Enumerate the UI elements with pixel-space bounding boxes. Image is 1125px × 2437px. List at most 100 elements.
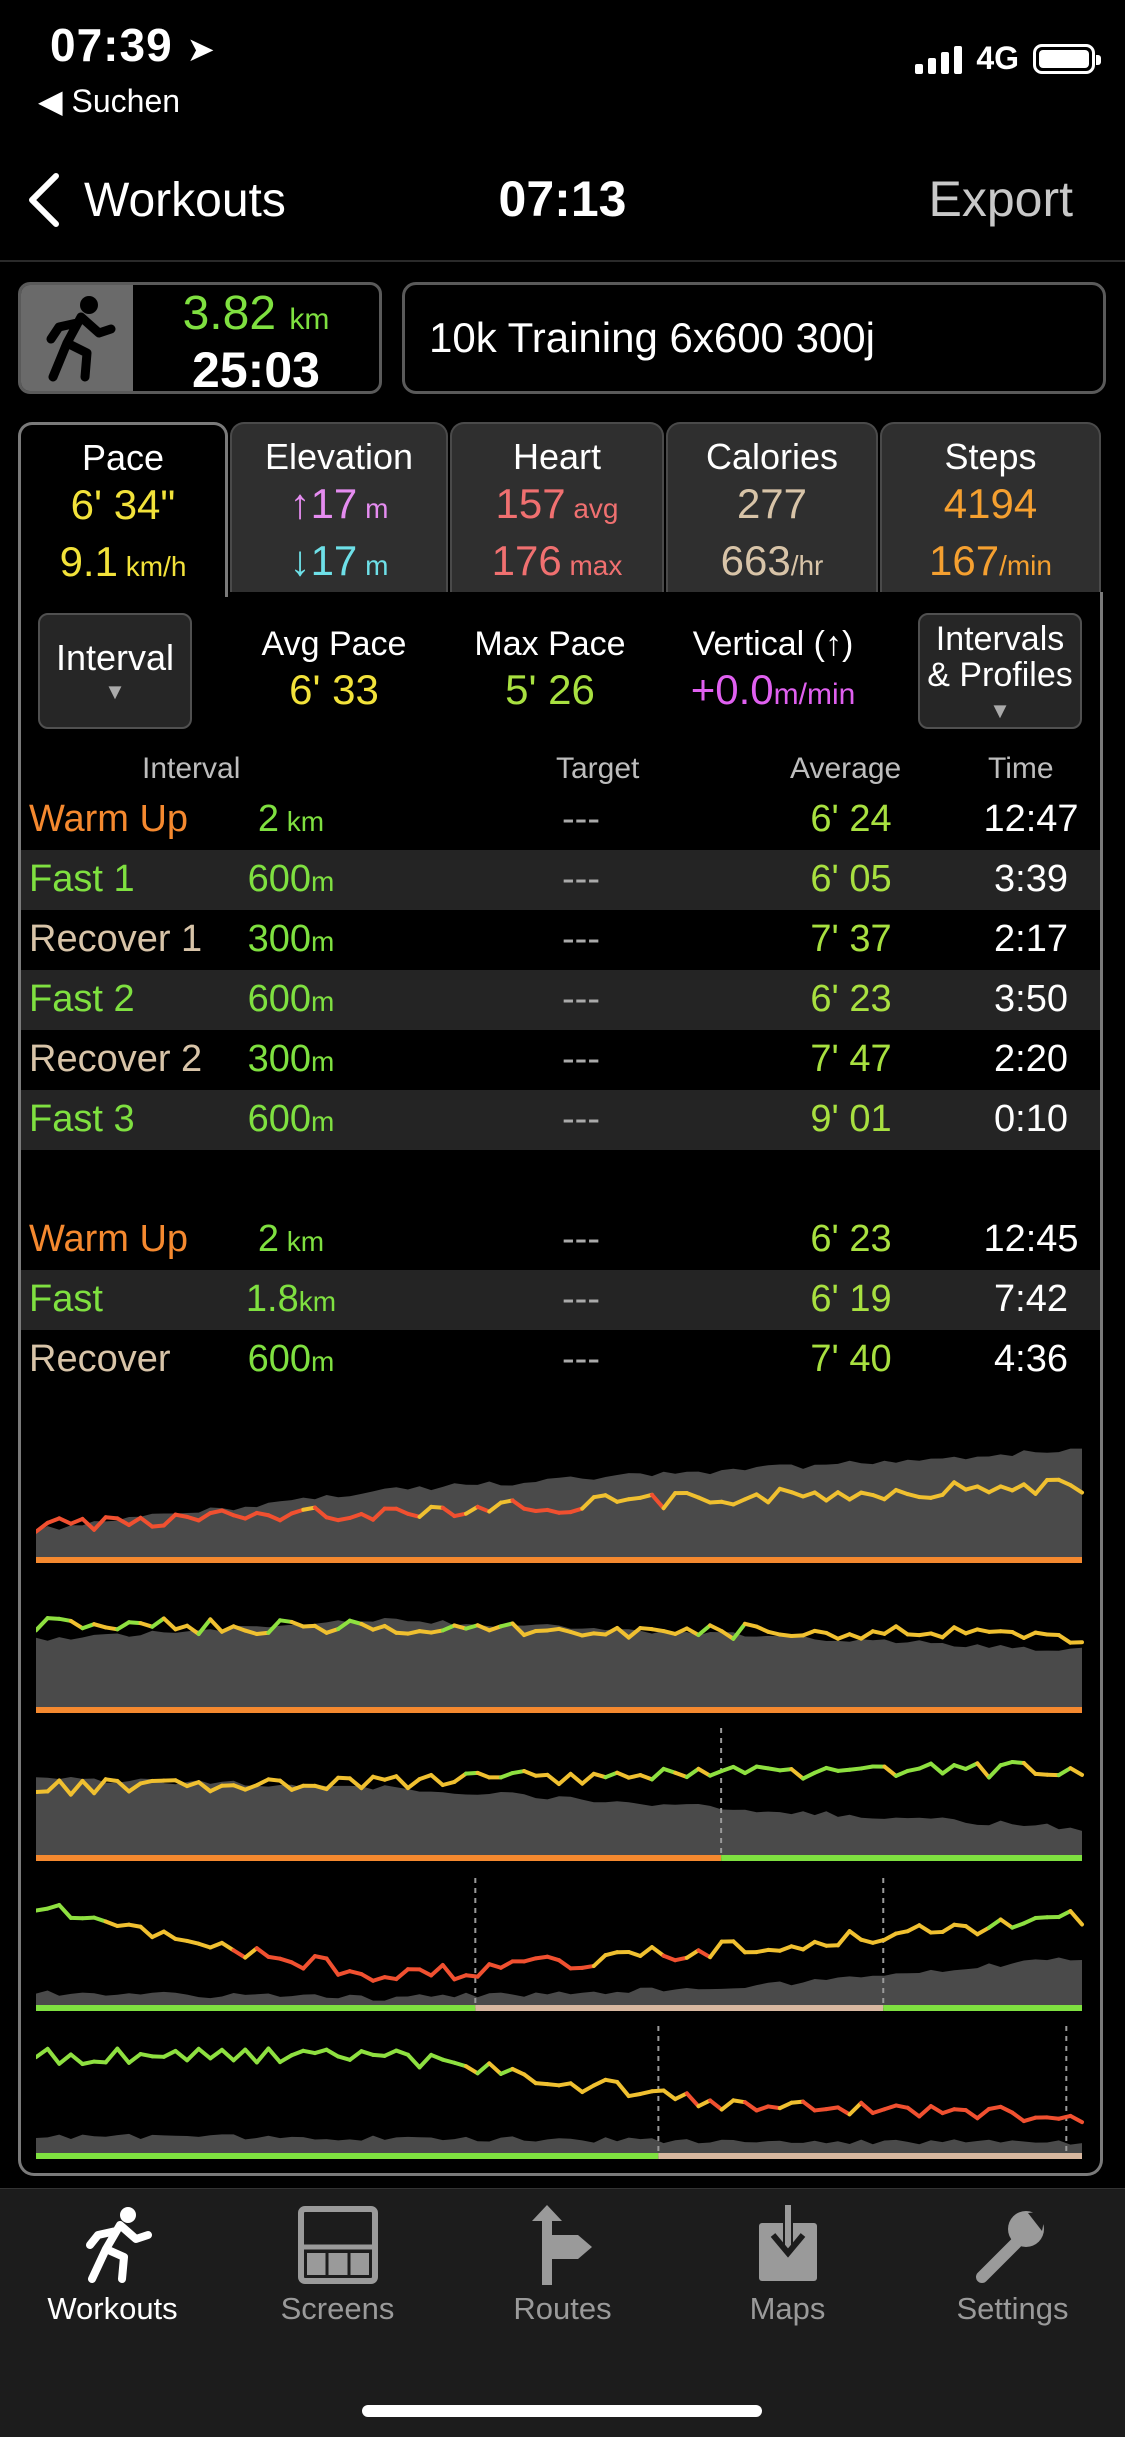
profiles-label-line2: & Profiles [920,657,1080,693]
pace-line-segment [71,2054,83,2063]
pace-line-segment [48,2049,60,2064]
workout-charts[interactable] [36,1430,1088,2165]
tab-steps[interactable]: Steps 4194 167/min [880,422,1101,592]
row-distance: 600m [171,1338,411,1381]
tabbar-label: Maps [750,2291,826,2326]
pace-line-segment [350,2051,362,2060]
pace-line-segment [698,1769,710,1776]
tab-value-primary: 4194 [882,478,1099,535]
pace-line-segment [59,2054,71,2063]
pace-line-segment [861,2103,873,2113]
pace-line-segment [745,2102,757,2110]
activity-type-button[interactable] [21,285,133,391]
tab-heart[interactable]: Heart 157 avg 176 max [450,422,664,592]
tab-value-primary: 157 avg [452,478,662,535]
pace-line-segment [803,1942,815,1950]
pace-line-segment [571,1774,583,1784]
row-name: Warm Up [29,1218,188,1261]
pace-line-segment [420,2055,432,2067]
pace-line-segment [187,2049,199,2060]
tabbar-workouts[interactable]: Workouts [0,2205,225,2327]
pace-line-segment [408,2055,420,2068]
tabbar-label: Routes [513,2291,611,2326]
pace-line-segment [838,1931,850,1945]
pace-line-segment [327,2050,339,2057]
pace-line-segment [396,1969,408,1979]
running-icon [68,2205,158,2285]
tabbar-label: Screens [281,2291,395,2326]
pace-line-segment [966,1926,978,1934]
pace-line-segment [117,1622,129,1629]
interval-bar [658,2153,1082,2159]
total-duration: 25:03 [133,345,379,394]
tab-value-primary: 6' 34" [21,479,225,536]
metric-tabs: Pace 6' 34" 9.1 km/h Elevation ↑17 m ↓17… [18,422,1103,592]
workout-summary[interactable]: 3.82 km 25:03 [18,282,382,394]
pace-line-segment [547,1775,559,1784]
status-time: 07:39 ➤ [50,18,216,72]
pace-line-segment [884,1626,896,1634]
tabbar-routes[interactable]: Routes [450,2205,675,2327]
workout-name-field[interactable]: 10k Training 6x600 300j [402,282,1106,394]
home-indicator [362,2405,762,2417]
tab-label: Heart [452,436,662,478]
row-name: Warm Up [29,798,188,841]
intervals-profiles-dropdown[interactable]: Intervals & Profiles ▼ [918,613,1082,729]
total-distance: 3.82 km [133,289,379,345]
screens-icon [293,2205,383,2285]
caret-down-icon: ▼ [40,679,190,705]
row-distance: 1.8km [171,1278,411,1321]
elevation-area [36,1777,1082,1858]
interval-bar [721,1855,1082,1861]
pace-line-segment [594,1955,606,1966]
pace-line-segment [943,1925,955,1932]
pace-line-segment [687,1769,699,1777]
back-to-app-link[interactable]: ◀ Suchen [38,82,180,120]
pace-line-segment [280,2055,292,2062]
pace-line-segment [361,1777,373,1788]
tabbar-screens[interactable]: Screens [225,2205,450,2327]
tab-pace[interactable]: Pace 6' 34" 9.1 km/h [18,422,228,597]
pace-line-segment [245,2050,257,2063]
interval-dropdown[interactable]: Interval ▼ [38,613,192,729]
pace-line-segment [559,1960,571,1968]
pace-line-segment [478,1964,490,1976]
column-header-interval: Interval [142,752,240,786]
row-name: Fast [29,1278,103,1321]
row-target: --- [501,978,661,1021]
pace-line-segment [234,1950,246,1957]
tabbar-label: Settings [956,2291,1068,2326]
pace-line-segment [652,1947,664,1956]
pace-line-segment [850,1931,862,1940]
pace-line-segment [478,2063,490,2073]
tab-calories[interactable]: Calories 277 663/hr [666,422,878,592]
export-button[interactable]: Export [928,170,1073,228]
row-target: --- [501,798,661,841]
tabbar-settings[interactable]: Settings [900,2205,1125,2327]
row-time: 3:50 [921,978,1125,1021]
column-header-average: Average [790,752,901,786]
pace-line-segment [1059,1768,1071,1775]
row-name: Recover [29,1338,171,1381]
pace-line-segment [303,1956,315,1968]
elevation-area [36,2134,1082,2156]
tab-elevation[interactable]: Elevation ↑17 m ↓17 m [230,422,448,592]
pace-line-segment [443,1965,455,1979]
pace-line-segment [687,2093,699,2106]
interval-dropdown-label: Interval [56,637,174,678]
pace-line-segment [687,1950,699,1957]
row-target: --- [501,1278,661,1321]
row-distance: 300m [171,918,411,961]
pace-line-segment [117,2049,129,2063]
tabbar-maps[interactable]: Maps [675,2205,900,2327]
tab-value-secondary: ↓17 m [232,535,446,592]
